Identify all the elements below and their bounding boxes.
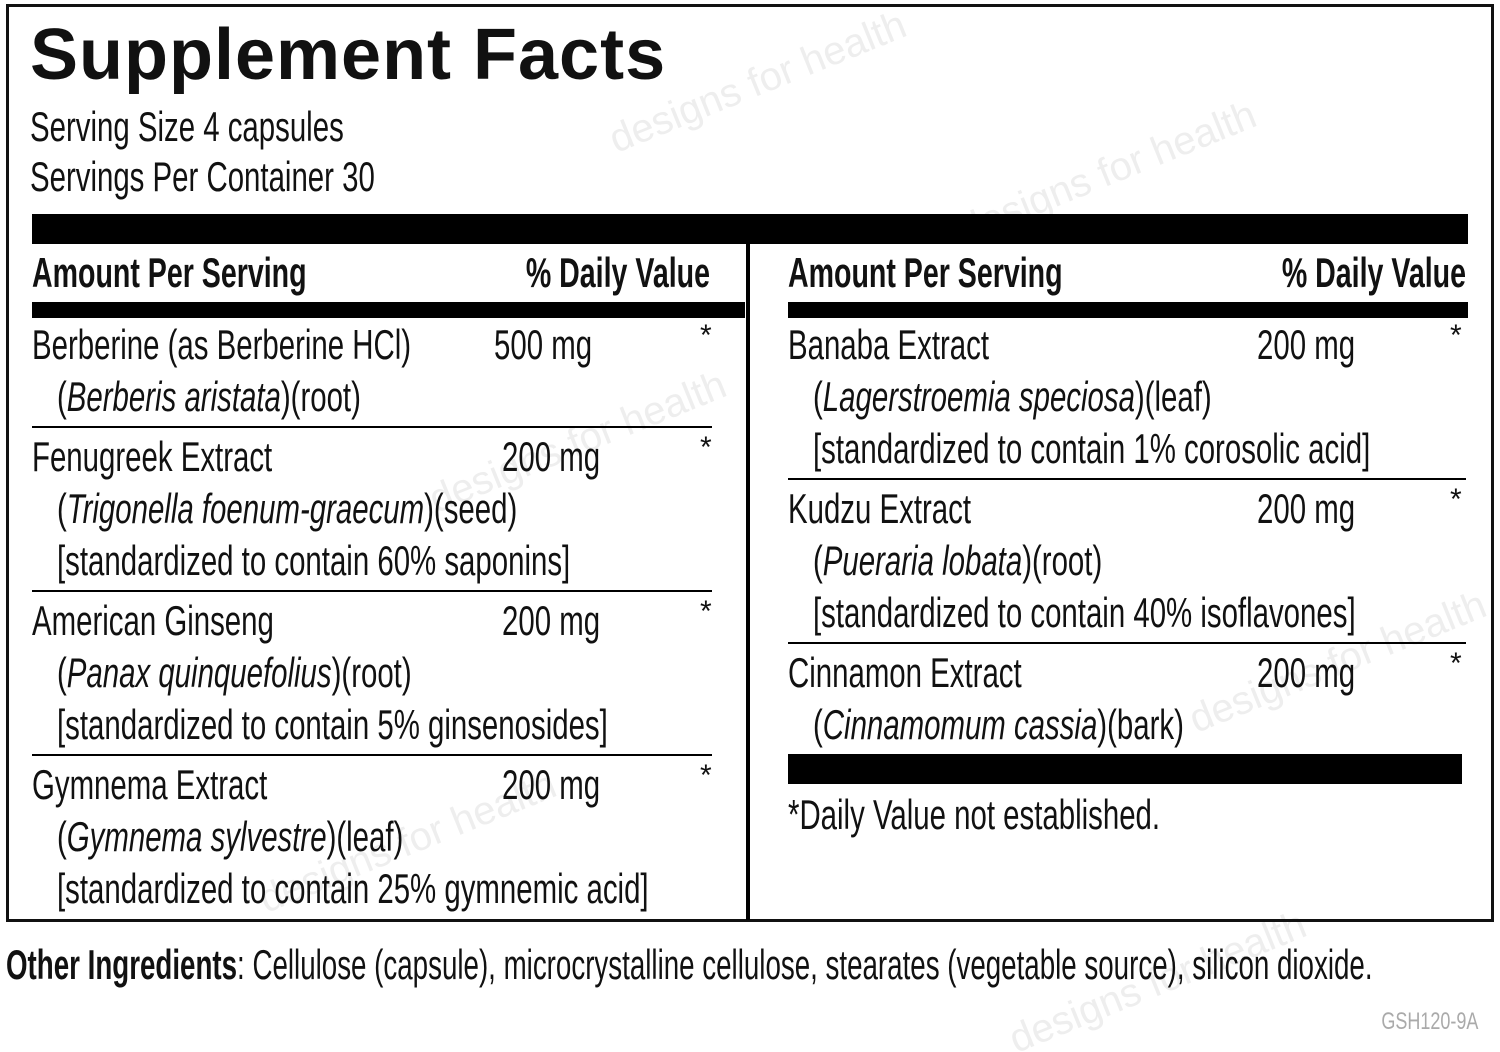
serving-size: Serving Size 4 capsules xyxy=(30,103,344,150)
ingredient-amount: 200 mg xyxy=(1257,485,1356,532)
latin-name: Gymnema sylvestre xyxy=(66,813,327,860)
source-text: ( xyxy=(57,373,67,420)
ingredient-amount: 200 mg xyxy=(1257,321,1356,368)
ingredient-source: (Trigonella foenum-graecum)(seed) xyxy=(57,488,517,530)
ingredient-amount: 200 mg xyxy=(502,597,601,644)
standardization: [standardized to contain 60% saponins] xyxy=(57,537,571,584)
header-bar xyxy=(32,302,745,318)
column-divider xyxy=(746,244,750,920)
source-text: )(seed) xyxy=(424,485,518,532)
source-text: )(root) xyxy=(331,649,412,696)
source-text: )(leaf) xyxy=(1134,373,1212,420)
ingredient-name: Fenugreek Extract xyxy=(32,433,273,480)
latin-name: Pueraria lobata xyxy=(822,537,1023,584)
ingredient-amount: 200 mg xyxy=(502,761,601,808)
daily-value: * xyxy=(700,319,712,352)
ingredient-source: (Panax quinquefolius)(root) xyxy=(57,652,412,694)
footnote: *Daily Value not established. xyxy=(788,791,1161,838)
source-text: ( xyxy=(57,649,67,696)
daily-value: * xyxy=(700,431,712,464)
source-text: )(root) xyxy=(1022,537,1103,584)
ingredient-name: Banaba Extract xyxy=(788,321,990,368)
source-text: ( xyxy=(813,537,823,584)
source-text: )(bark) xyxy=(1097,701,1184,748)
other-ingredients-text: : Cellulose (capsule), microcrystalline … xyxy=(237,941,1373,988)
ingredient-source: (Cinnamomum cassia)(bark) xyxy=(813,704,1184,746)
ingredient-name: Cinnamon Extract xyxy=(788,649,1022,696)
daily-value: * xyxy=(1450,647,1462,680)
ingredient-amount: 500 mg xyxy=(494,321,593,368)
row-separator xyxy=(32,754,712,756)
ingredient-name: American Ginseng xyxy=(32,597,274,644)
row-separator xyxy=(32,590,712,592)
row-separator xyxy=(32,426,712,428)
label-box xyxy=(6,4,1494,922)
divider-bar xyxy=(32,214,1468,244)
latin-name: Panax quinquefolius xyxy=(66,649,332,696)
ingredient-source: (Berberis aristata)(root) xyxy=(57,376,361,418)
ingredient-source: (Pueraria lobata)(root) xyxy=(813,540,1102,582)
source-text: ( xyxy=(813,701,823,748)
standardization: [standardized to contain 25% gymnemic ac… xyxy=(57,865,649,912)
servings-per-container: Servings Per Container 30 xyxy=(30,153,375,200)
source-text: ( xyxy=(57,813,67,860)
source-text: ( xyxy=(813,373,823,420)
row-separator xyxy=(788,642,1466,644)
column-header-daily-value: % Daily Value xyxy=(525,249,710,296)
latin-name: Berberis aristata xyxy=(66,373,281,420)
ingredient-source: (Gymnema sylvestre)(leaf) xyxy=(57,816,403,858)
other-ingredients-label: Other Ingredients xyxy=(6,941,238,988)
ingredient-name: Berberine (as Berberine HCl) xyxy=(32,321,412,368)
source-text: )(root) xyxy=(280,373,361,420)
product-code: GSH120-9A xyxy=(1380,1008,1478,1035)
ingredient-amount: 200 mg xyxy=(1257,649,1356,696)
latin-name: Cinnamomum cassia xyxy=(822,701,1098,748)
ingredient-name: Kudzu Extract xyxy=(788,485,972,532)
other-ingredients: Other Ingredients: Cellulose (capsule), … xyxy=(6,944,1373,986)
daily-value: * xyxy=(700,595,712,628)
divider-bar xyxy=(788,754,1462,784)
daily-value: * xyxy=(1450,319,1462,352)
column-header-amount: Amount Per Serving xyxy=(788,249,1063,296)
ingredient-amount: 200 mg xyxy=(502,433,601,480)
title: Supplement Facts xyxy=(30,15,667,95)
ingredient-name: Gymnema Extract xyxy=(32,761,268,808)
column-header-daily-value: % Daily Value xyxy=(1281,249,1466,296)
latin-name: Lagerstroemia speciosa xyxy=(822,373,1135,420)
daily-value: * xyxy=(1450,483,1462,516)
ingredient-source: (Lagerstroemia speciosa)(leaf) xyxy=(813,376,1212,418)
row-separator xyxy=(788,478,1466,480)
daily-value: * xyxy=(700,759,712,792)
source-text: )(leaf) xyxy=(326,813,404,860)
latin-name: Trigonella foenum-graecum xyxy=(66,485,425,532)
header-bar xyxy=(788,302,1468,318)
source-text: ( xyxy=(57,485,67,532)
standardization: [standardized to contain 1% corosolic ac… xyxy=(813,425,1371,472)
standardization: [standardized to contain 5% ginsenosides… xyxy=(57,701,608,748)
column-header-amount: Amount Per Serving xyxy=(32,249,307,296)
standardization: [standardized to contain 40% isoflavones… xyxy=(813,589,1356,636)
